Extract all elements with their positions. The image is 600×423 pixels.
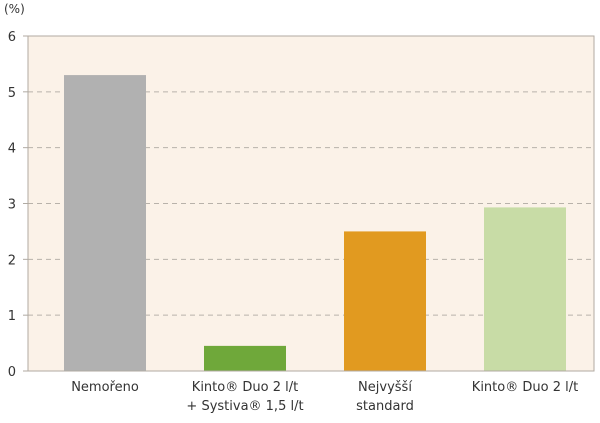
y-tick-label: 5 — [8, 86, 16, 101]
bars — [64, 75, 566, 371]
y-tick-label: 3 — [8, 198, 16, 213]
category-label: standard — [356, 399, 414, 414]
category-label: Kinto® Duo 2 l/t — [192, 380, 298, 395]
category-label: Nemořeno — [71, 380, 139, 395]
y-tick-label: 0 — [8, 365, 16, 380]
bar — [484, 207, 566, 371]
y-tick-label: 6 — [8, 30, 16, 45]
bar — [64, 75, 146, 371]
bar — [204, 345, 286, 371]
y-tick-label: 4 — [8, 142, 16, 157]
bar — [344, 231, 426, 371]
unit-label: (%) — [4, 2, 25, 16]
category-labels: Nemořeno Kinto® Duo 2 l/t + Systiva® 1,5 l… — [71, 380, 578, 414]
y-tick-label: 2 — [8, 253, 16, 268]
category-label: Nejvyšší — [358, 380, 412, 395]
y-tick-labels: 0 1 2 3 4 5 6 — [8, 30, 28, 380]
y-tick-label: 1 — [8, 309, 16, 324]
category-label: Kinto® Duo 2 l/t — [472, 380, 578, 395]
category-label: + Systiva® 1,5 l/t — [186, 399, 303, 414]
